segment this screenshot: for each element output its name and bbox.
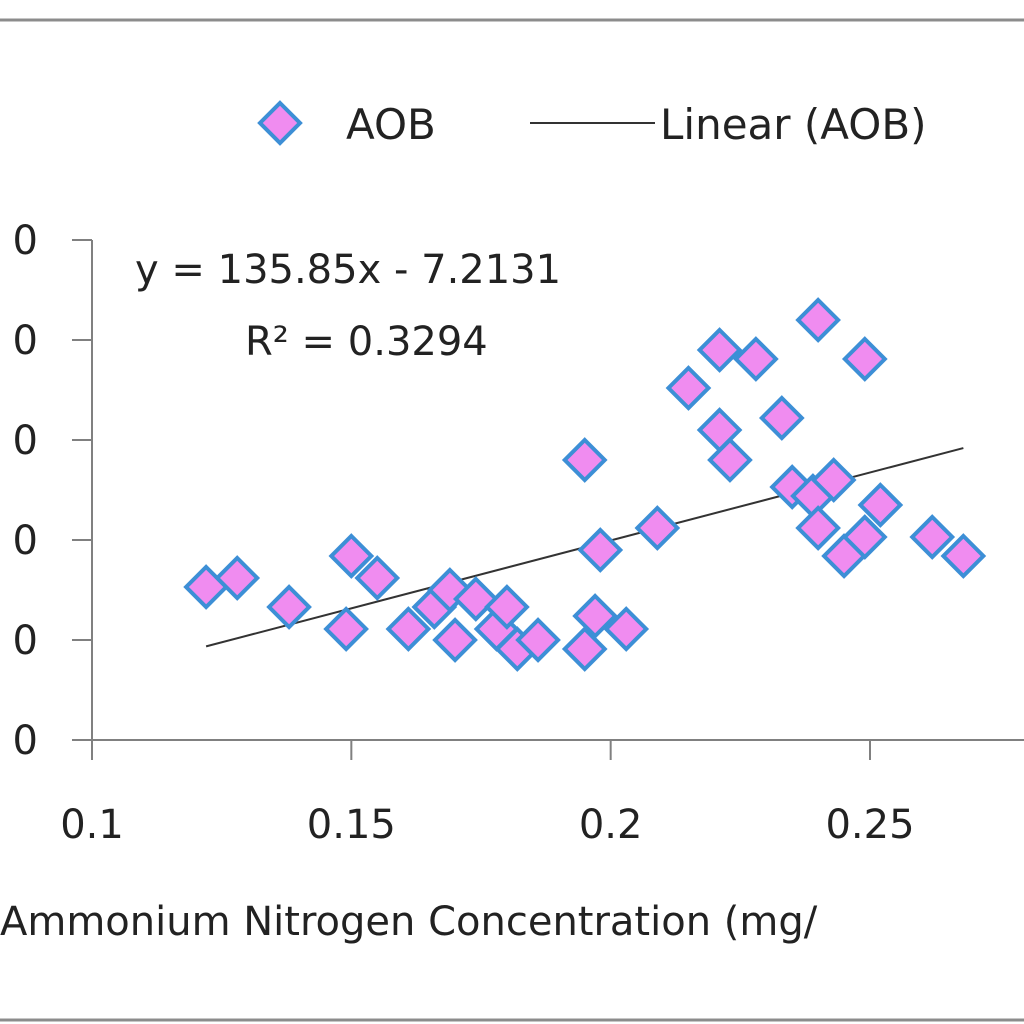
data-point <box>795 297 841 343</box>
legend-label-aob: AOB <box>346 100 436 149</box>
data-point <box>603 606 650 652</box>
y-tick-label: 0 <box>13 318 38 364</box>
data-point <box>515 617 561 663</box>
y-ticks: 0 0 0 0 0 0 <box>13 218 92 764</box>
data-point <box>323 606 369 652</box>
data-point <box>634 505 681 551</box>
x-tick-label: 0.25 <box>825 802 914 848</box>
data-point <box>758 395 805 441</box>
data-point <box>795 505 841 551</box>
data-point <box>696 327 743 373</box>
data-point <box>665 365 712 411</box>
data-point <box>561 437 608 483</box>
y-tick-label: 0 <box>13 218 38 264</box>
trendline-r-squared: R² = 0.3294 <box>245 319 488 365</box>
data-point <box>841 336 888 382</box>
data-point <box>909 514 956 560</box>
y-tick-label: 0 <box>13 718 38 764</box>
trendline-equation: y = 135.85x - 7.2131 <box>135 247 561 293</box>
legend-label-linear: Linear (AOB) <box>660 100 927 149</box>
data-point <box>328 533 375 579</box>
x-ticks: 0.1 0.15 0.2 0.25 <box>60 740 915 848</box>
data-point <box>707 437 753 483</box>
data-point <box>385 606 432 652</box>
x-tick-label: 0.2 <box>579 802 643 848</box>
data-point <box>561 626 608 672</box>
data-point <box>452 576 499 622</box>
data-point <box>214 555 261 601</box>
x-tick-label: 0.1 <box>60 802 124 848</box>
legend-marker-aob <box>257 100 303 146</box>
data-point <box>484 584 530 630</box>
data-point <box>577 527 624 573</box>
data-point <box>733 336 779 382</box>
legend: AOB Linear (AOB) <box>257 100 927 149</box>
x-axis-label: Ammonium Nitrogen Concentration (mg/ <box>0 899 818 945</box>
data-point <box>572 593 618 639</box>
data-point <box>432 617 478 663</box>
y-tick-label: 0 <box>13 518 38 564</box>
data-point <box>940 533 987 579</box>
data-point <box>810 457 857 503</box>
data-point <box>266 584 312 630</box>
y-tick-label: 0 <box>13 418 38 464</box>
data-point <box>841 514 888 560</box>
x-tick-label: 0.15 <box>307 802 396 848</box>
data-points <box>183 297 987 672</box>
data-point <box>857 482 904 528</box>
y-tick-label: 0 <box>13 618 38 664</box>
data-point <box>354 555 401 601</box>
